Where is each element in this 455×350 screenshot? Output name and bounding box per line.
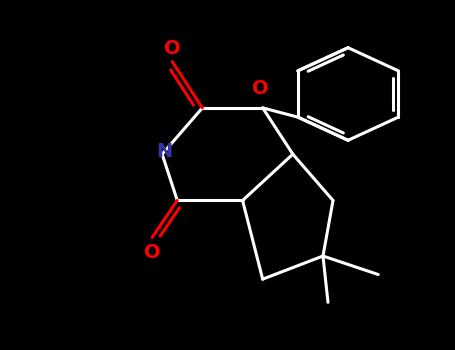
Text: N: N	[157, 142, 173, 161]
Text: O: O	[164, 39, 181, 58]
Text: O: O	[144, 243, 161, 262]
Text: O: O	[252, 79, 268, 98]
